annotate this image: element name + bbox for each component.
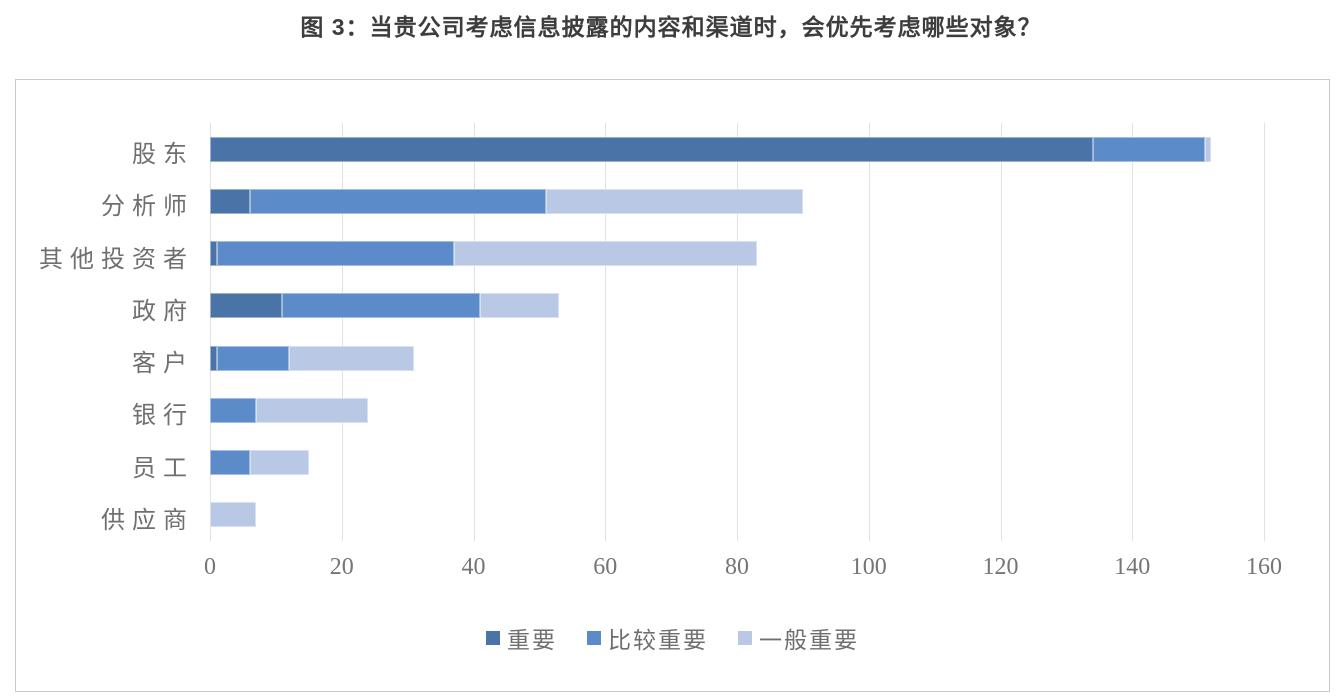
gridline-x-80 — [737, 123, 738, 541]
bar-其他投资者 — [210, 241, 757, 267]
chart-legend: 重要 比较重要 一般重要 — [16, 621, 1329, 655]
gridline-x-20 — [341, 123, 343, 541]
category-label: 银行 — [132, 403, 194, 430]
bar-segment-比较重要 — [216, 241, 454, 267]
bar-segment-重要 — [210, 241, 217, 267]
bar-segment-一般重要 — [480, 293, 560, 319]
bar-segment-一般重要 — [249, 450, 309, 476]
bar-segment-一般重要 — [545, 188, 803, 214]
legend-swatch-icon — [587, 631, 601, 645]
legend-item-重要: 重要 — [486, 621, 557, 655]
bar-segment-比较重要 — [1092, 136, 1205, 162]
legend-swatch-icon — [486, 631, 500, 645]
x-tick-label: 140 — [1114, 554, 1151, 580]
bar-segment-一般重要 — [289, 345, 415, 371]
gridline-x-100 — [868, 123, 870, 541]
category-label: 分析师 — [101, 194, 194, 221]
bar-segment-比较重要 — [249, 188, 546, 214]
x-tick-label: 100 — [850, 554, 887, 580]
bar-segment-重要 — [210, 293, 283, 319]
legend-label: 比较重要 — [608, 628, 708, 653]
bar-segment-一般重要 — [256, 397, 369, 423]
x-tick-label: 20 — [329, 554, 354, 580]
bar-供应商 — [210, 502, 257, 528]
legend-label: 一般重要 — [759, 628, 859, 653]
bar-政府 — [210, 293, 560, 319]
gridline-x-120 — [1000, 123, 1002, 541]
gridline-x-60 — [605, 123, 607, 541]
x-tick-label: 120 — [982, 554, 1019, 580]
category-label: 股东 — [132, 142, 194, 169]
category-label: 供应商 — [101, 507, 194, 534]
bar-员工 — [210, 450, 309, 476]
x-tick-label: 40 — [461, 554, 486, 580]
category-label: 政府 — [132, 298, 194, 325]
bar-segment-一般重要 — [210, 502, 257, 528]
bar-segment-一般重要 — [453, 241, 757, 267]
category-label: 员工 — [132, 455, 194, 482]
gridline-x-160 — [1264, 123, 1265, 541]
bar-segment-比较重要 — [210, 450, 250, 476]
bar-股东 — [210, 136, 1212, 162]
bar-分析师 — [210, 188, 803, 214]
bar-segment-比较重要 — [216, 345, 290, 371]
legend-label: 重要 — [507, 628, 557, 653]
category-label: 其他投资者 — [39, 246, 194, 273]
bar-客户 — [210, 345, 415, 371]
legend-swatch-icon — [738, 631, 752, 645]
bar-银行 — [210, 397, 369, 423]
category-label: 客户 — [132, 351, 194, 378]
bar-segment-一般重要 — [1204, 136, 1212, 162]
chart-title: 图 3：当贵公司考虑信息披露的内容和渠道时，会优先考虑哪些对象？ — [300, 14, 1042, 40]
x-tick-label: 160 — [1246, 554, 1282, 580]
gridline-x-40 — [473, 123, 475, 541]
bar-segment-比较重要 — [282, 293, 481, 319]
x-tick-label: 0 — [204, 554, 216, 580]
x-tick-label: 60 — [593, 554, 618, 580]
bar-segment-重要 — [210, 188, 250, 214]
x-tick-label: 80 — [725, 554, 749, 580]
bar-segment-重要 — [210, 136, 1093, 162]
gridline-x-0 — [210, 123, 211, 541]
gridline-x-140 — [1132, 123, 1134, 541]
legend-item-一般重要: 一般重要 — [738, 621, 859, 655]
bar-segment-比较重要 — [210, 397, 257, 423]
bar-segment-重要 — [210, 345, 217, 371]
legend-item-比较重要: 比较重要 — [587, 621, 708, 655]
chart-frame: 股东分析师其他投资者政府客户银行员工供应商 0 20 40 60 80 100 120 140 1… — [15, 79, 1330, 692]
